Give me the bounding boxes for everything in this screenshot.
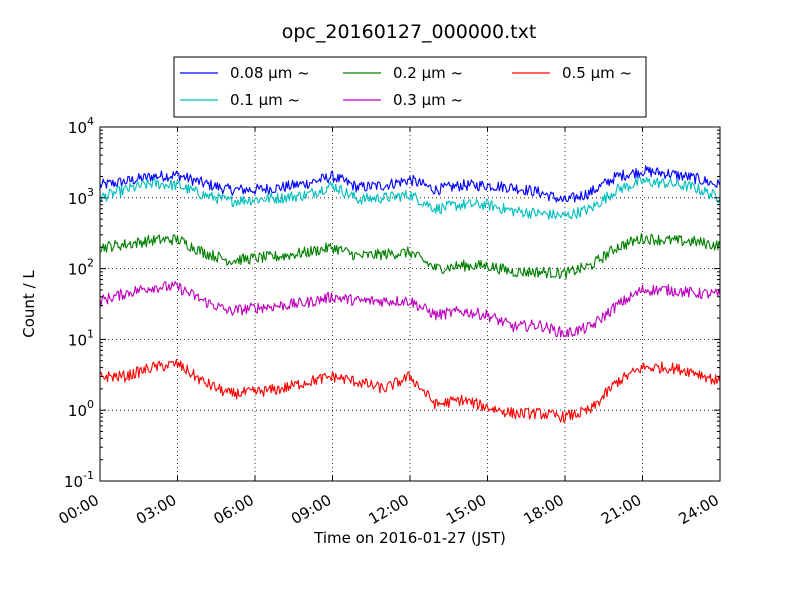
legend-label: 0.1 μm ~	[230, 91, 300, 109]
y-tick-labels: 10-1 100 101 102 103 104	[64, 115, 94, 491]
y-tick-label: 100	[68, 398, 94, 420]
series-line	[99, 358, 721, 423]
y-tick-label: 104	[68, 115, 94, 137]
y-tick-label: 102	[68, 257, 94, 279]
legend-frame	[173, 56, 647, 118]
legend-label: 0.5 μm ~	[562, 64, 632, 82]
legend-label: 0.08 μm ~	[230, 64, 310, 82]
y-tick-label: 103	[68, 186, 94, 208]
series-line	[99, 281, 721, 338]
y-tick-label: 101	[68, 327, 94, 349]
axis-ticks	[99, 126, 721, 482]
series-line	[99, 232, 721, 280]
legend: 0.08 μm ~ 0.1 μm ~ 0.2 μm ~ 0.3 μm ~ 0.5 μm …	[173, 56, 647, 118]
legend-label: 0.2 μm ~	[393, 64, 463, 82]
y-axis-label: Count / L	[20, 270, 38, 338]
chart-title: opc_20160127_000000.txt	[282, 21, 537, 43]
y-tick-label: 10-1	[64, 469, 94, 491]
series-line	[99, 165, 721, 203]
x-axis-label: Time on 2016-01-27 (JST)	[313, 529, 506, 547]
legend-label: 0.3 μm ~	[393, 91, 463, 109]
series-line	[99, 176, 721, 220]
series-lines	[99, 165, 721, 423]
grid-lines	[100, 127, 720, 481]
